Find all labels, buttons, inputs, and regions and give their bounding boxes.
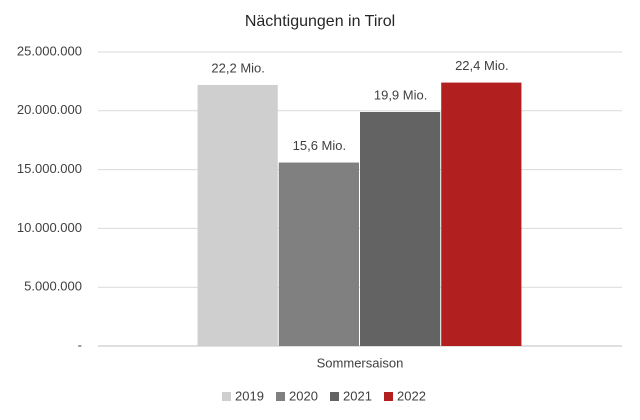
y-tick-label: 20.000.000 <box>17 102 82 117</box>
legend-swatch <box>330 392 339 401</box>
bar <box>278 162 359 346</box>
bar <box>441 82 522 347</box>
legend-swatch <box>276 392 285 401</box>
y-tick-label: - <box>78 337 82 352</box>
value-label: 19,9 Mio. <box>374 87 427 102</box>
y-tick-label: 10.000.000 <box>17 220 82 235</box>
bar <box>360 111 441 346</box>
y-tick-label: 15.000.000 <box>17 161 82 176</box>
x-tick-label: Sommersaison <box>317 355 404 370</box>
bar <box>197 84 278 346</box>
value-label: 15,6 Mio. <box>293 138 346 153</box>
value-label: 22,4 Mio. <box>455 58 508 73</box>
chart-title: Nächtigungen in Tirol <box>245 13 395 30</box>
value-label: 22,2 Mio. <box>211 60 264 75</box>
legend-label: 2022 <box>397 388 426 403</box>
legend-label: 2020 <box>289 388 318 403</box>
legend-label: 2021 <box>343 388 372 403</box>
y-tick-label: 5.000.000 <box>24 279 82 294</box>
legend-label: 2019 <box>235 388 264 403</box>
y-tick-label: 25.000.000 <box>17 43 82 58</box>
legend-swatch <box>222 392 231 401</box>
legend-swatch <box>384 392 393 401</box>
